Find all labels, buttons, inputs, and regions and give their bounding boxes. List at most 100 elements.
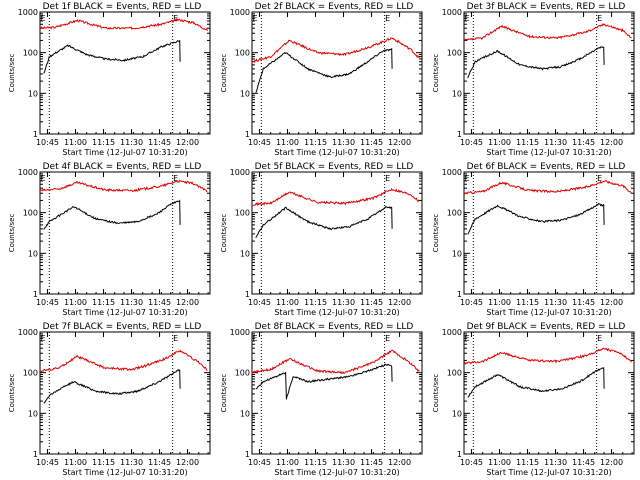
events-series-line xyxy=(255,206,393,238)
x-tick-label: 11:00 xyxy=(64,298,87,307)
x-tick-label: 11:00 xyxy=(276,298,299,307)
x-axis-label: Start Time (12-Jul-07 10:31:20) xyxy=(274,148,399,157)
x-tick-label: 10:45 xyxy=(460,138,483,147)
y-tick-label: 10 xyxy=(28,249,38,258)
y-tick-label: 10 xyxy=(452,89,462,98)
plot-frame xyxy=(463,171,635,295)
x-axis-label: Start Time (12-Jul-07 10:31:20) xyxy=(486,148,611,157)
panel-title: Det 3f BLACK = Events, RED = LLD xyxy=(467,2,626,12)
panel-6: Det 6f BLACK = Events, RED = LLD 1 10 100 10… xyxy=(432,162,635,317)
lld-series-line xyxy=(251,37,420,64)
x-tick-label: 12:00 xyxy=(176,458,199,467)
y-tick-label: 1000 xyxy=(230,8,250,17)
marker-e-label: E xyxy=(597,334,602,343)
y-axis-label: Counts/sec xyxy=(432,374,440,413)
x-tick-label: 11:30 xyxy=(544,458,567,467)
x-tick-label: 12:00 xyxy=(600,138,623,147)
x-tick-label: 10:45 xyxy=(248,458,271,467)
panel-8: Det 8f BLACK = Events, RED = LLD 1 10 100 10… xyxy=(220,322,423,477)
y-tick-label: 1 xyxy=(245,130,250,139)
x-tick-label: 11:00 xyxy=(488,298,511,307)
x-tick-label: 11:45 xyxy=(572,458,595,467)
x-tick-label: 10:45 xyxy=(248,138,271,147)
x-tick-label: 11:30 xyxy=(332,298,355,307)
x-tick-label: 11:30 xyxy=(544,138,567,147)
panel-title: Det 7f BLACK = Events, RED = LLD xyxy=(43,322,202,332)
marker-e-label: E xyxy=(40,334,45,343)
y-tick-label: 1 xyxy=(457,130,462,139)
x-axis-label: Start Time (12-Jul-07 10:31:20) xyxy=(274,468,399,477)
y-tick-label: 10 xyxy=(452,249,462,258)
plot-frame xyxy=(251,171,423,295)
panel-2: Det 2f BLACK = Events, RED = LLD 1 10 100 10… xyxy=(220,2,423,157)
panel-title: Det 5f BLACK = Events, RED = LLD xyxy=(255,162,414,172)
x-tick-label: 10:45 xyxy=(460,298,483,307)
y-tick-label: 100 xyxy=(447,209,462,218)
plot-frame xyxy=(251,11,423,135)
x-tick-label: 11:45 xyxy=(360,138,383,147)
y-axis-label: Counts/sec xyxy=(8,214,16,253)
y-tick-label: 1000 xyxy=(18,168,38,177)
marker-e-label: E xyxy=(40,174,45,183)
y-tick-label: 100 xyxy=(23,369,38,378)
marker-e-label: E xyxy=(173,14,178,23)
x-tick-label: 12:00 xyxy=(176,138,199,147)
panel-1: Det 1f BLACK = Events, RED = LLD 1 10 100 10… xyxy=(8,2,211,157)
lld-series-line xyxy=(463,347,632,366)
panel-3: Det 3f BLACK = Events, RED = LLD 1 10 100 10… xyxy=(432,2,635,157)
marker-e-label: E xyxy=(464,14,469,23)
events-series-line xyxy=(467,366,605,398)
lld-series-line xyxy=(251,187,420,207)
events-series-line xyxy=(43,39,181,74)
marker-e-label: E xyxy=(252,334,257,343)
plot-frame xyxy=(39,331,211,455)
y-tick-label: 1000 xyxy=(18,328,38,337)
y-axis-label: Counts/sec xyxy=(220,214,228,253)
x-tick-label: 11:00 xyxy=(488,138,511,147)
x-tick-label: 12:00 xyxy=(388,138,411,147)
events-series-line xyxy=(43,368,181,404)
y-tick-label: 1000 xyxy=(442,8,462,17)
marker-e-label: E xyxy=(385,334,390,343)
x-tick-label: 11:45 xyxy=(572,298,595,307)
y-tick-label: 1000 xyxy=(230,168,250,177)
y-tick-label: 1 xyxy=(245,450,250,459)
y-tick-label: 1 xyxy=(457,450,462,459)
y-tick-label: 1000 xyxy=(18,8,38,17)
y-tick-label: 100 xyxy=(235,369,250,378)
y-tick-label: 10 xyxy=(240,409,250,418)
y-tick-label: 1 xyxy=(33,290,38,299)
y-tick-label: 100 xyxy=(23,209,38,218)
marker-e-label: E xyxy=(597,14,602,23)
x-tick-label: 10:45 xyxy=(460,458,483,467)
lld-series-line xyxy=(39,179,208,193)
panel-title: Det 2f BLACK = Events, RED = LLD xyxy=(255,2,414,12)
y-tick-label: 100 xyxy=(447,369,462,378)
y-tick-label: 100 xyxy=(235,49,250,58)
x-tick-label: 12:00 xyxy=(600,298,623,307)
x-tick-label: 11:15 xyxy=(516,138,539,147)
x-tick-label: 11:00 xyxy=(64,138,87,147)
panel-7: Det 7f BLACK = Events, RED = LLD 1 10 100 10… xyxy=(8,322,211,477)
panel-9: Det 9f BLACK = Events, RED = LLD 1 10 100 10… xyxy=(432,322,635,477)
y-tick-label: 1 xyxy=(245,290,250,299)
x-tick-label: 11:15 xyxy=(304,458,327,467)
events-series-line xyxy=(255,47,393,93)
lld-series-line xyxy=(464,22,632,41)
x-tick-label: 11:15 xyxy=(516,458,539,467)
y-axis-label: Counts/sec xyxy=(220,54,228,93)
x-tick-label: 11:30 xyxy=(120,458,143,467)
x-axis-label: Start Time (12-Jul-07 10:31:20) xyxy=(62,148,187,157)
y-tick-label: 1 xyxy=(33,450,38,459)
x-tick-label: 10:45 xyxy=(36,298,59,307)
marker-e-label: E xyxy=(385,174,390,183)
x-axis-label: Start Time (12-Jul-07 10:31:20) xyxy=(62,468,187,477)
marker-e-label: E xyxy=(597,174,602,183)
events-series-line xyxy=(43,199,181,230)
marker-e-label: E xyxy=(252,174,257,183)
y-tick-label: 10 xyxy=(240,249,250,258)
y-tick-label: 100 xyxy=(235,209,250,218)
lld-series-line xyxy=(39,349,208,373)
x-tick-label: 11:00 xyxy=(488,458,511,467)
